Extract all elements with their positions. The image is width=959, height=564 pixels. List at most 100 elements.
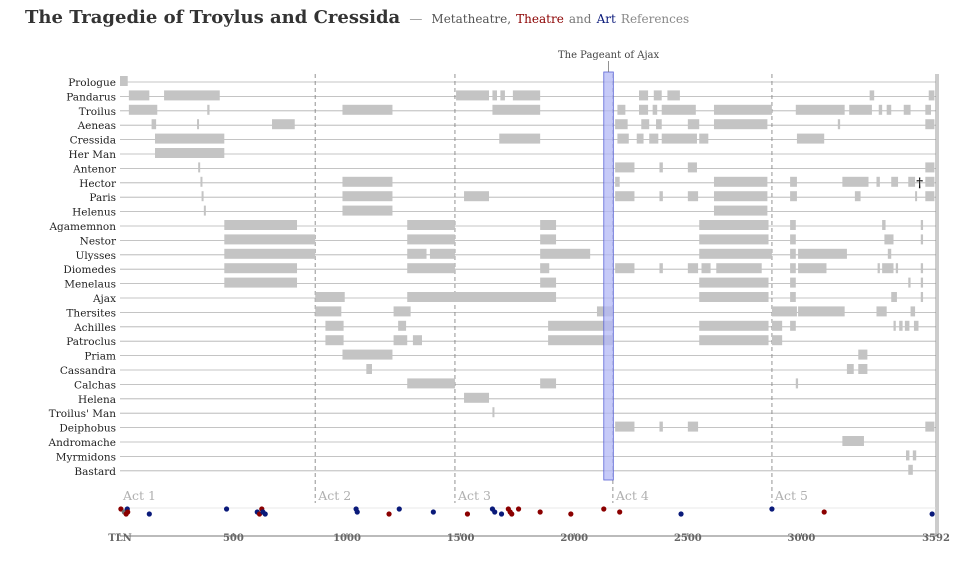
speech-bar [548, 335, 613, 346]
speech-bar [512, 90, 541, 101]
speech-bar [701, 263, 711, 274]
speech-bar [925, 191, 935, 202]
reference-dot-art [769, 506, 775, 512]
speech-bar [540, 220, 557, 230]
speech-bar [908, 277, 911, 288]
reference-dot-theatre [821, 509, 827, 515]
x-tick-label: TLN [108, 533, 132, 544]
speech-bar [492, 407, 495, 418]
speech-bar [920, 292, 924, 302]
speech-bar [342, 205, 393, 216]
speech-bar [886, 104, 892, 115]
speech-bar [540, 234, 557, 245]
speech-bar [925, 162, 935, 173]
speech-bar [790, 191, 797, 202]
speech-bar [398, 320, 407, 331]
speech-bar [790, 263, 796, 274]
speech-bar [197, 119, 200, 130]
speech-bar [224, 277, 298, 288]
x-tick-label: 3592 [922, 533, 950, 544]
speech-bar [128, 90, 150, 101]
speech-bar [407, 263, 455, 274]
speech-bar [790, 234, 796, 245]
speech-bar [798, 263, 827, 274]
act-label: Act 5 [774, 488, 808, 503]
character-label: Ajax [92, 293, 116, 305]
speech-bar [771, 320, 783, 331]
speech-bar [456, 90, 490, 101]
speech-bar [393, 335, 408, 346]
speech-bar [652, 104, 658, 115]
speech-bar [876, 176, 880, 187]
speech-bar [659, 421, 663, 432]
act-label: Act 4 [615, 488, 649, 503]
character-label: Agamemnon [48, 221, 116, 233]
reference-dot-art [262, 511, 268, 517]
speech-bar [315, 292, 345, 302]
character-label: Priam [84, 351, 116, 363]
speech-bar [903, 104, 911, 115]
speech-bar [713, 176, 768, 187]
character-label: Paris [89, 192, 116, 204]
speech-bar [653, 90, 662, 101]
character-label: Nestor [80, 235, 117, 247]
character-label: Andromache [48, 437, 116, 449]
speech-bar [842, 176, 869, 187]
speech-bar [492, 104, 541, 115]
speech-bar [798, 306, 845, 317]
speech-bar [920, 220, 924, 230]
speech-bar [925, 119, 935, 130]
speech-bar [854, 191, 861, 202]
character-label: Myrmidons [56, 451, 116, 463]
speech-bar [325, 320, 344, 331]
speech-bar [656, 119, 662, 130]
speech-bar [412, 335, 422, 346]
speech-bar [915, 191, 918, 202]
speech-bar [795, 378, 799, 389]
speech-bar [771, 335, 783, 346]
character-label: Hector [79, 178, 117, 190]
x-tick-label: 2000 [560, 533, 588, 544]
reference-dot-theatre [568, 511, 574, 517]
reference-dot-art [354, 509, 360, 515]
legend-metatheatre: Metatheatre, [431, 12, 512, 26]
speech-bar [713, 104, 772, 115]
speech-bar [878, 104, 883, 115]
speech-bar [540, 263, 550, 274]
speech-bar [869, 90, 875, 101]
title-dash: — [409, 12, 423, 27]
speech-bar [464, 392, 490, 403]
character-label: Calchas [74, 379, 116, 391]
reference-dot-theatre [537, 509, 543, 515]
speech-bar [120, 76, 128, 86]
speech-bar [315, 306, 342, 317]
speech-bar [540, 277, 557, 288]
speech-bar [925, 421, 935, 432]
character-label: Helenus [72, 207, 116, 219]
speech-bar [925, 176, 935, 187]
highlight-label: The Pageant of Ajax [558, 50, 660, 61]
speech-bar [687, 191, 699, 202]
reference-dot-theatre [125, 509, 131, 515]
speech-bar [615, 162, 635, 173]
speech-bar [492, 90, 497, 101]
speech-bar [913, 320, 919, 331]
speech-bar [393, 306, 411, 317]
speech-bar [882, 263, 894, 274]
speech-bar [699, 320, 769, 331]
speech-bar [716, 263, 762, 274]
speech-bar [325, 335, 344, 346]
speech-bar [659, 191, 663, 202]
speech-bar [849, 104, 872, 115]
speech-bar [615, 421, 635, 432]
character-label: Menelaus [64, 279, 116, 291]
act-label: Act 1 [122, 488, 156, 503]
speech-bar [407, 248, 427, 259]
speech-bar [884, 234, 894, 245]
speech-bar [154, 148, 225, 158]
speech-bar [790, 176, 797, 187]
speech-bar [224, 220, 298, 230]
speech-bar [342, 104, 393, 115]
reference-dot-art [498, 511, 505, 517]
speech-bar [198, 162, 201, 173]
